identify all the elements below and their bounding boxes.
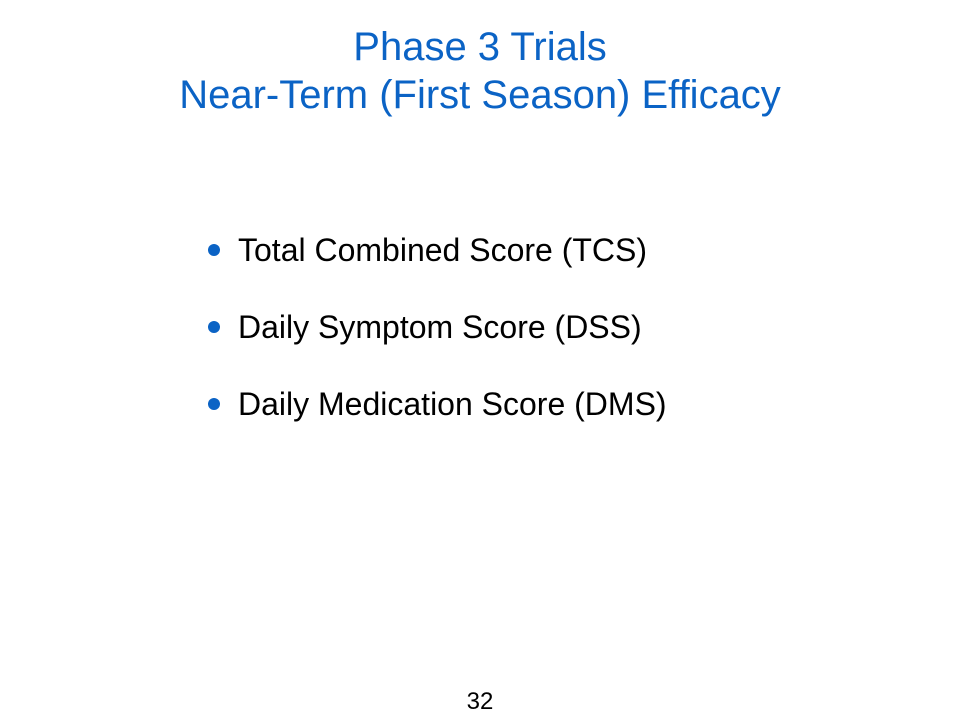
bullet-icon bbox=[208, 321, 220, 333]
page-number: 32 bbox=[466, 688, 494, 715]
bullet-text-dms: Daily Medication Score (DMS) bbox=[238, 386, 667, 422]
bullet-text-dss: Daily Symptom Score (DSS) bbox=[238, 309, 642, 345]
bullet-text-tcs: Total Combined Score (TCS) bbox=[238, 232, 648, 268]
bullet-icon bbox=[208, 398, 220, 410]
bullet-list: Total Combined Score (TCS) Daily Symptom… bbox=[208, 227, 667, 458]
slide-title-line-2: Near-Term (First Season) Efficacy bbox=[179, 73, 781, 117]
slide-title-line-1: Phase 3 Trials bbox=[353, 25, 607, 69]
bullet-item-dms: Daily Medication Score (DMS) bbox=[208, 381, 667, 427]
bullet-item-dss: Daily Symptom Score (DSS) bbox=[208, 304, 667, 350]
bullet-item-tcs: Total Combined Score (TCS) bbox=[208, 227, 667, 273]
slide-title: Phase 3 Trials Near-Term (First Season) … bbox=[0, 23, 960, 119]
bullet-icon bbox=[208, 244, 220, 256]
